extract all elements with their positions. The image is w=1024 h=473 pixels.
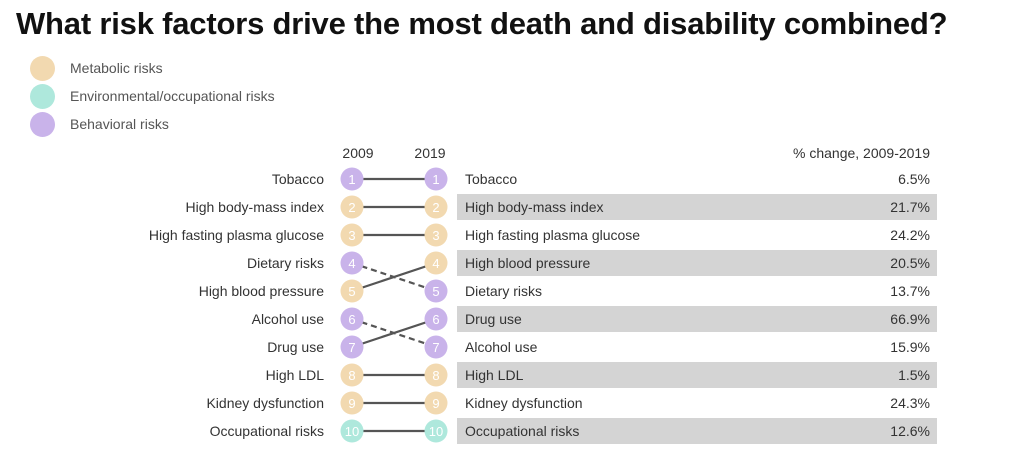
chart-title: What risk factors drive the most death a… — [16, 6, 948, 41]
row-shade — [457, 418, 937, 444]
label-2009: Drug use — [267, 339, 324, 355]
rank-circle-2009 — [340, 167, 364, 191]
rank-circle-2019 — [424, 335, 448, 359]
rank-circle-2009 — [340, 363, 364, 387]
label-2019: Kidney dysfunction — [465, 395, 583, 411]
label-2019: Alcohol use — [465, 339, 538, 355]
label-2009: Kidney dysfunction — [206, 395, 324, 411]
rank-number-2009: 3 — [348, 228, 355, 243]
rank-circle-2019 — [424, 307, 448, 331]
rank-number-2009: 10 — [345, 424, 359, 439]
label-2009: High fasting plasma glucose — [149, 227, 324, 243]
rank-number-2019: 7 — [432, 340, 439, 355]
header-2019: 2019 — [414, 145, 445, 161]
rank-circle-2009 — [340, 419, 364, 443]
rank-number-2009: 1 — [348, 172, 355, 187]
rank-number-2019: 9 — [432, 396, 439, 411]
row-shade — [457, 250, 937, 276]
rank-circle-2019 — [424, 223, 448, 247]
rank-circle-2019 — [424, 419, 448, 443]
rank-circle-2009 — [340, 279, 364, 303]
row-shade — [457, 362, 937, 388]
label-2019: High LDL — [465, 367, 524, 383]
rank-circle-2009 — [340, 391, 364, 415]
label-2009: Dietary risks — [247, 255, 324, 271]
rank-circle-2019 — [424, 391, 448, 415]
percent-change-value: 24.3% — [890, 395, 930, 411]
behavioral-swatch — [30, 112, 55, 137]
percent-change-value: 20.5% — [890, 255, 930, 271]
rank-number-2019: 2 — [432, 200, 439, 215]
percent-change-value: 1.5% — [898, 367, 930, 383]
row-shade — [457, 306, 937, 332]
rank-circle-2009 — [340, 251, 364, 275]
rank-number-2009: 9 — [348, 396, 355, 411]
label-2009: High body-mass index — [185, 199, 324, 215]
label-2009: High LDL — [266, 367, 325, 383]
label-2019: High fasting plasma glucose — [465, 227, 640, 243]
label-2019: High blood pressure — [465, 255, 591, 271]
rank-number-2009: 8 — [348, 368, 355, 383]
percent-change-value: 24.2% — [890, 227, 930, 243]
environmental-swatch — [30, 84, 55, 109]
label-2019: Occupational risks — [465, 423, 579, 439]
label-2019: Dietary risks — [465, 283, 542, 299]
rank-connector-line — [351, 317, 437, 349]
label-2019: Drug use — [465, 311, 522, 327]
rank-number-2019: 6 — [432, 312, 439, 327]
header-percent-change: % change, 2009-2019 — [793, 145, 930, 161]
rank-circle-2009 — [340, 335, 364, 359]
rank-number-2019: 5 — [432, 284, 439, 299]
rank-number-2019: 10 — [429, 424, 443, 439]
rank-circle-2019 — [424, 167, 448, 191]
label-2009: Tobacco — [272, 171, 324, 187]
label-2019: Tobacco — [465, 171, 517, 187]
label-2009: Alcohol use — [252, 311, 325, 327]
label-2009: High blood pressure — [199, 283, 325, 299]
percent-change-value: 21.7% — [890, 199, 930, 215]
rank-number-2019: 8 — [432, 368, 439, 383]
rank-number-2009: 6 — [348, 312, 355, 327]
rank-circle-2019 — [424, 195, 448, 219]
percent-change-value: 12.6% — [890, 423, 930, 439]
percent-change-value: 6.5% — [898, 171, 930, 187]
rank-number-2009: 5 — [348, 284, 355, 299]
rank-number-2009: 4 — [348, 256, 355, 271]
rank-circle-2019 — [424, 251, 448, 275]
legend-label-behavioral: Behavioral risks — [70, 116, 169, 132]
rank-number-2019: 3 — [432, 228, 439, 243]
rank-number-2009: 2 — [348, 200, 355, 215]
rank-number-2019: 1 — [432, 172, 439, 187]
percent-change-value: 15.9% — [890, 339, 930, 355]
legend-label-metabolic: Metabolic risks — [70, 60, 163, 76]
rank-circle-2009 — [340, 223, 364, 247]
rank-circle-2019 — [424, 279, 448, 303]
label-2019: High body-mass index — [465, 199, 604, 215]
rank-circle-2009 — [340, 307, 364, 331]
header-2009: 2009 — [342, 145, 373, 161]
row-shade — [457, 194, 937, 220]
rank-connector-line — [351, 261, 437, 293]
rank-number-2019: 4 — [432, 256, 439, 271]
metabolic-swatch — [30, 56, 55, 81]
percent-change-value: 66.9% — [890, 311, 930, 327]
rank-circle-2009 — [340, 195, 364, 219]
legend-label-environmental: Environmental/occupational risks — [70, 88, 275, 104]
label-2009: Occupational risks — [210, 423, 324, 439]
rank-number-2009: 7 — [348, 340, 355, 355]
percent-change-value: 13.7% — [890, 283, 930, 299]
rank-circle-2019 — [424, 363, 448, 387]
